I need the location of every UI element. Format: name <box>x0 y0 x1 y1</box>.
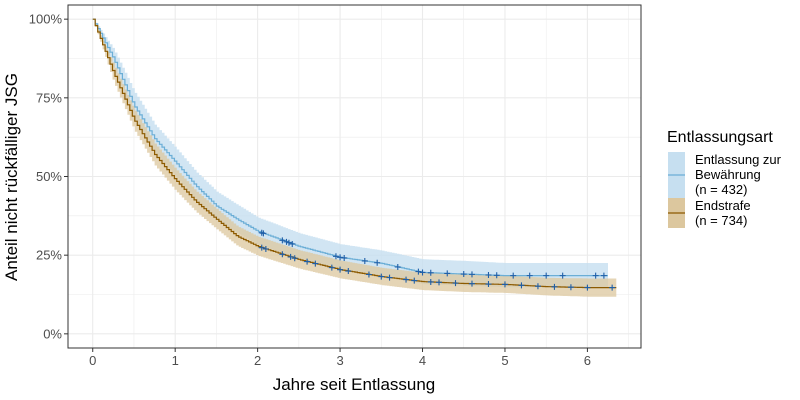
censor-mark <box>592 272 599 279</box>
legend-label: (n = 734) <box>695 213 747 228</box>
censor-mark <box>501 281 508 288</box>
censor-mark <box>444 270 451 277</box>
x-tick-label: 3 <box>336 353 343 368</box>
censor-mark <box>411 277 418 284</box>
y-tick-label: 25% <box>36 248 62 263</box>
grid <box>68 5 641 348</box>
censor-mark <box>485 281 492 288</box>
censor-mark <box>534 283 541 290</box>
censor-mark <box>460 271 467 278</box>
censor-mark <box>415 268 422 275</box>
censor-mark <box>361 257 368 264</box>
censor-mark <box>386 274 393 281</box>
x-tick-label: 2 <box>254 353 261 368</box>
censor-mark <box>279 237 286 244</box>
censor-mark <box>378 273 385 280</box>
censor-mark <box>567 284 574 291</box>
censor-mark <box>436 279 443 286</box>
censor-mark <box>332 253 339 260</box>
censor-mark <box>584 284 591 291</box>
censor-mark <box>452 280 459 287</box>
censor-mark <box>493 272 500 279</box>
x-tick-label: 4 <box>419 353 426 368</box>
legend-label: Bewährung <box>695 167 761 182</box>
censor-mark <box>510 272 517 279</box>
censor-mark <box>291 255 298 262</box>
censor-mark <box>394 264 401 271</box>
censor-mark <box>337 254 344 261</box>
censor-mark <box>559 272 566 279</box>
censor-mark <box>365 271 372 278</box>
censor-mark <box>419 269 426 276</box>
x-axis-label: Jahre seit Entlassung <box>273 375 436 394</box>
censor-mark <box>609 284 616 291</box>
censor-mark <box>427 269 434 276</box>
y-axis-label: Anteil nicht rückfälliger JSG <box>2 73 21 281</box>
legend-label: Endstrafe <box>695 198 751 213</box>
y-tick-label: 75% <box>36 90 62 105</box>
censor-mark <box>551 283 558 290</box>
x-axis-ticks: 0 1 2 3 4 5 6 <box>89 348 591 368</box>
censor-mark <box>485 271 492 278</box>
legend-title: Entlassungsart <box>667 129 773 146</box>
y-axis-ticks: 0% 25% 50% 75% 100% <box>29 12 68 341</box>
censor-mark <box>403 276 410 283</box>
censor-mark <box>543 272 550 279</box>
censor-mark <box>260 230 267 237</box>
y-tick-label: 50% <box>36 169 62 184</box>
legend-label: Entlassung zur <box>695 152 782 167</box>
confidence-bands <box>92 19 617 297</box>
y-tick-label: 100% <box>29 12 63 27</box>
legend-label: (n = 432) <box>695 182 747 197</box>
censor-mark <box>526 272 533 279</box>
censor-mark <box>262 246 269 253</box>
x-tick-label: 6 <box>584 353 591 368</box>
y-tick-label: 0% <box>43 326 62 341</box>
censor-mark <box>600 272 607 279</box>
censor-mark <box>518 282 525 289</box>
censor-mark <box>341 254 348 261</box>
censor-marks <box>258 229 616 291</box>
x-tick-label: 0 <box>89 353 96 368</box>
confidence-band-1 <box>92 19 617 297</box>
censor-mark <box>312 260 319 267</box>
survival-curve-0 <box>92 18 608 277</box>
censor-mark <box>304 258 311 265</box>
censor-mark <box>427 278 434 285</box>
x-tick-label: 5 <box>501 353 508 368</box>
censor-mark <box>258 244 265 251</box>
censor-mark <box>468 271 475 278</box>
censor-mark <box>285 239 292 246</box>
censor-mark <box>287 253 294 260</box>
censor-mark <box>374 259 381 266</box>
legend: Entlassungsart Entlassung zurBewährung(n… <box>667 129 782 228</box>
x-tick-label: 1 <box>172 353 179 368</box>
censor-mark <box>468 280 475 287</box>
censor-mark <box>328 264 335 271</box>
censor-mark <box>279 251 286 258</box>
censor-mark <box>345 268 352 275</box>
censor-mark <box>337 266 344 273</box>
censor-mark <box>289 240 296 247</box>
